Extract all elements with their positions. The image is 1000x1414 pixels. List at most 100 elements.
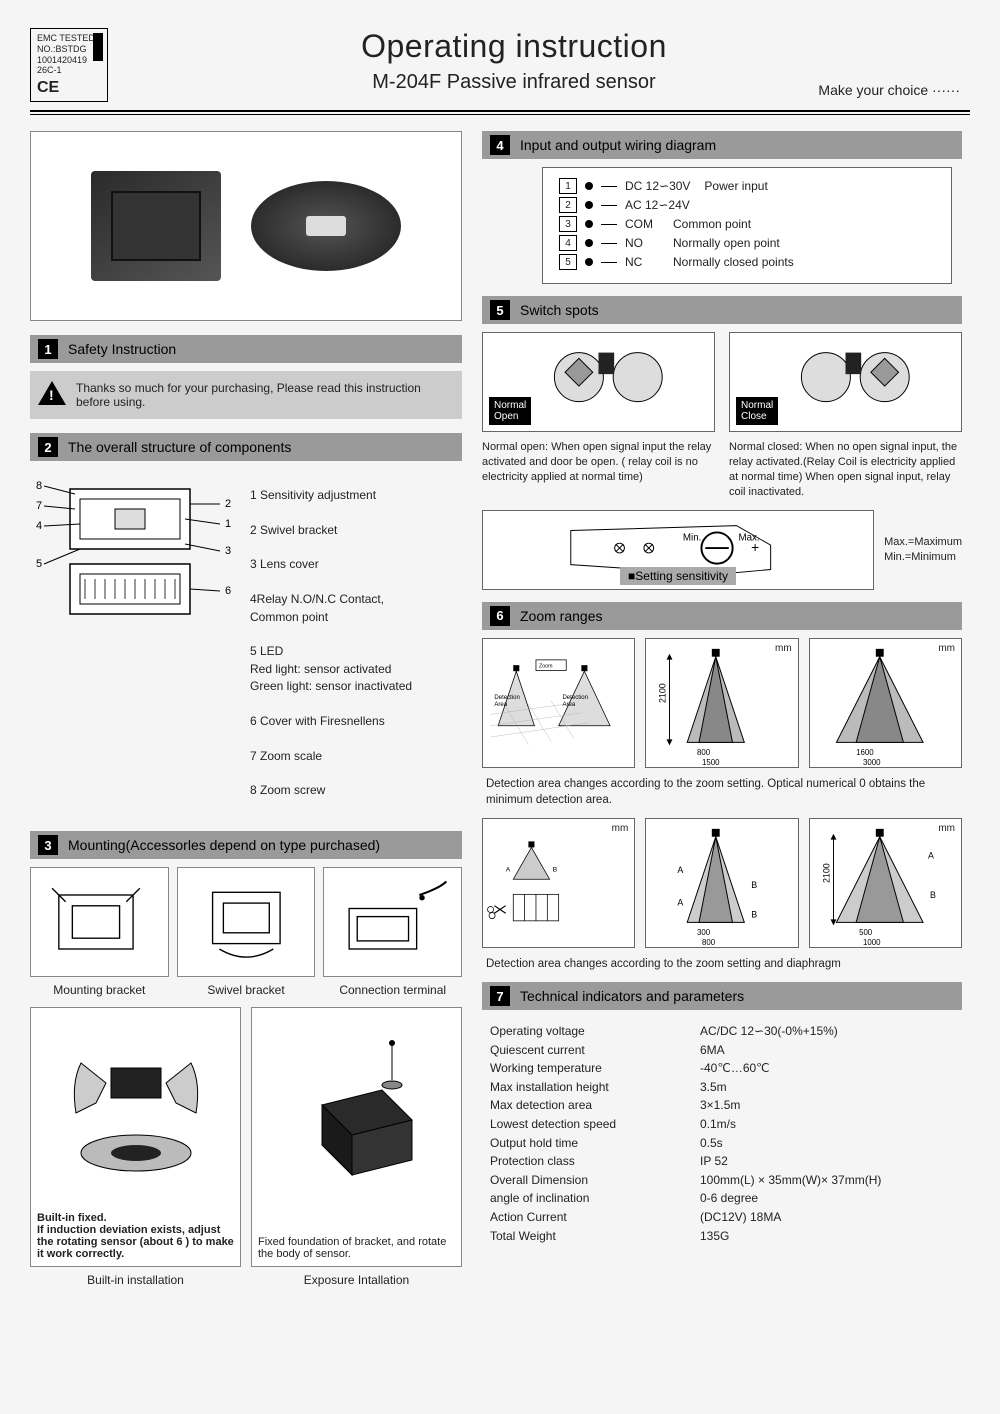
mount-label: Connection terminal (323, 983, 462, 997)
components-diagram: 8 7 4 5 2 1 3 6 (30, 469, 240, 649)
svg-text:7: 7 (36, 500, 42, 512)
builtin-install-fig: Built-in fixed. If induction deviation e… (30, 1007, 241, 1267)
tech-value: 0.5s (700, 1134, 723, 1153)
comp-item: 4Relay N.O/N.C Contact, Common point (250, 591, 412, 626)
tech-value: 100mm(L) × 35mm(W)× 37mm(H) (700, 1171, 881, 1190)
tech-label: Action Current (490, 1208, 700, 1227)
svg-text:1000: 1000 (863, 938, 881, 947)
tech-value: 135G (700, 1227, 729, 1246)
section-title: Technical indicators and parameters (520, 988, 744, 1004)
sensitivity-fig: Min. Max. + ■Setting sensitivity (482, 510, 874, 590)
tech-row: Protection classIP 52 (490, 1152, 954, 1171)
svg-text:Area: Area (494, 702, 507, 708)
tagline: Make your choice ······ (818, 82, 960, 98)
emc-line: EMC TESTED (37, 33, 101, 44)
section-title: The overall structure of components (68, 439, 291, 455)
product-photo (30, 131, 462, 321)
tech-label: Quiescent current (490, 1041, 700, 1060)
unit-mm: mm (612, 823, 629, 834)
mount-bracket-fig (30, 867, 169, 977)
svg-text:B: B (930, 890, 936, 900)
zoom-ab-wide: mm 2100 AB 5001000 (809, 818, 962, 948)
zoom-cone-narrow: mm 2100 800 1500 (645, 638, 798, 768)
install-note: Fixed foundation of bracket, and rotate … (258, 1236, 455, 1260)
wiring-text: Power input (704, 179, 767, 193)
section-6-bar: 6 Zoom ranges (482, 602, 962, 630)
warning-text: Thanks so much for your purchasing, Plea… (76, 381, 421, 409)
svg-text:8: 8 (36, 480, 42, 492)
swivel-bracket-fig (177, 867, 316, 977)
components-list: 1 Sensitivity adjustment 2 Swivel bracke… (250, 469, 412, 817)
no-desc: Normal open: When open signal input the … (482, 440, 715, 499)
svg-text:+: + (751, 540, 759, 555)
wiring-text: Common point (673, 217, 751, 231)
normal-close-fig: Normal Close (729, 332, 962, 432)
emc-line: 26C-1 (37, 65, 101, 76)
comp-item: 8 Zoom screw (250, 782, 412, 799)
section-num: 3 (38, 835, 58, 855)
install-note: Built-in fixed. If induction deviation e… (37, 1212, 234, 1260)
sensitivity-label: ■Setting sensitivity (620, 567, 736, 585)
svg-text:Area: Area (562, 702, 575, 708)
sensor-box-illustration (91, 171, 221, 281)
section-num: 2 (38, 437, 58, 457)
tech-label: Output hold time (490, 1134, 700, 1153)
svg-text:5: 5 (36, 558, 42, 570)
nc-badge: Normal Close (736, 397, 778, 425)
tech-label: Protection class (490, 1152, 700, 1171)
zoom-iso-fig: Zoom DetectionArea DetectionArea (482, 638, 635, 768)
tech-row: Lowest detection speed0.1m/s (490, 1115, 954, 1134)
svg-text:B: B (752, 880, 758, 890)
zoom-ab-narrow: AB AB 300800 (645, 818, 798, 948)
unit-mm: mm (938, 643, 955, 654)
svg-text:Min.: Min. (683, 532, 701, 543)
sensitivity-legend: Max.=Maximum Min.=Minimum (884, 535, 962, 564)
tech-row: angle of inclination0-6 degree (490, 1189, 954, 1208)
comp-item: 7 Zoom scale (250, 748, 412, 765)
no-badge: Normal Open (489, 397, 531, 425)
tech-row: Overall Dimension100mm(L) × 35mm(W)× 37m… (490, 1171, 954, 1190)
header-rule (30, 110, 970, 115)
tech-row: Action Current(DC12V) 18MA (490, 1208, 954, 1227)
section-title: Safety Instruction (68, 341, 176, 357)
tech-label: Operating voltage (490, 1022, 700, 1041)
comp-item: 2 Swivel bracket (250, 522, 412, 539)
wiring-text: NO (625, 236, 665, 250)
section-2-bar: 2 The overall structure of components (30, 433, 462, 461)
section-num: 4 (490, 135, 510, 155)
exposure-install-fig: Fixed foundation of bracket, and rotate … (251, 1007, 462, 1267)
tech-value: 3.5m (700, 1078, 727, 1097)
svg-text:3000: 3000 (863, 758, 881, 767)
section-5-bar: 5 Switch spots (482, 296, 962, 324)
svg-text:B: B (752, 909, 758, 919)
normal-open-fig: Normal Open (482, 332, 715, 432)
svg-text:A: A (928, 850, 934, 860)
wiring-text: AC 12∽24V (625, 198, 690, 212)
wiring-text: Normally open point (673, 236, 780, 250)
wiring-text: NC (625, 255, 665, 269)
svg-text:B: B (553, 867, 558, 874)
wiring-text: DC 12∽30V (625, 179, 690, 193)
svg-text:6: 6 (225, 585, 231, 597)
tech-value: AC/DC 12∽30(-0%+15%) (700, 1022, 838, 1041)
section-title: Input and output wiring diagram (520, 137, 716, 153)
svg-text:A: A (506, 867, 511, 874)
svg-text:800: 800 (697, 748, 711, 757)
unit-mm: mm (775, 643, 792, 654)
svg-text:Detection: Detection (562, 695, 588, 701)
svg-text:300: 300 (697, 928, 711, 937)
svg-text:4: 4 (36, 520, 42, 532)
emc-line: 1001420419 (37, 55, 101, 66)
mount-label: Mounting bracket (30, 983, 169, 997)
tech-label: angle of inclination (490, 1189, 700, 1208)
wiring-diagram: 1DC 12∽30VPower input 2AC 12∽24V 3COMCom… (542, 167, 952, 284)
tech-value: IP 52 (700, 1152, 728, 1171)
zoom-diaphragm-fig: mm A B (482, 818, 635, 948)
warning-icon (38, 381, 66, 405)
tech-value: 0.1m/s (700, 1115, 736, 1134)
section-3-bar: 3 Mounting(Accessorles depend on type pu… (30, 831, 462, 859)
page-title: Operating instruction (58, 28, 970, 65)
tech-row: Max detection area3×1.5m (490, 1096, 954, 1115)
svg-text:Detection: Detection (494, 695, 520, 701)
comp-item: 1 Sensitivity adjustment (250, 487, 412, 504)
